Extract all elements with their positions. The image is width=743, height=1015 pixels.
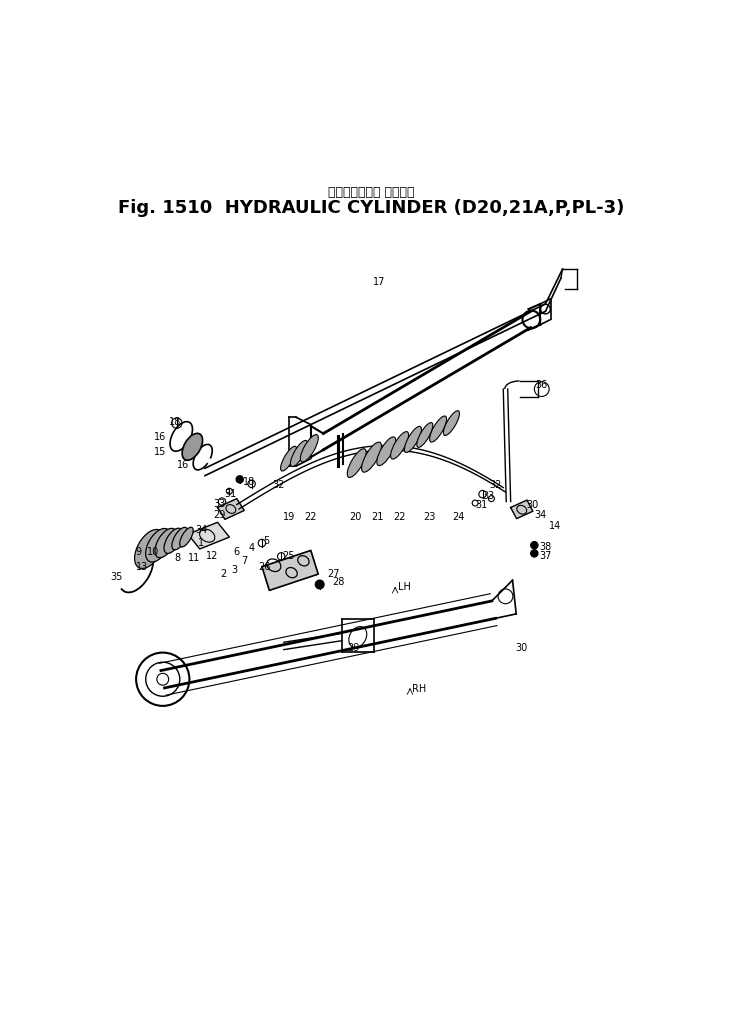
Text: 1: 1 xyxy=(198,538,204,548)
Text: 3: 3 xyxy=(232,565,238,576)
Polygon shape xyxy=(510,500,533,519)
Text: 28: 28 xyxy=(332,577,344,587)
Ellipse shape xyxy=(300,434,318,462)
Text: 5: 5 xyxy=(263,536,270,546)
Text: 7: 7 xyxy=(241,556,247,565)
Text: 30: 30 xyxy=(527,500,539,511)
Text: 27: 27 xyxy=(327,569,340,580)
Text: 13: 13 xyxy=(136,561,148,571)
Polygon shape xyxy=(218,498,244,520)
Text: 18: 18 xyxy=(169,417,181,427)
Text: 38: 38 xyxy=(539,542,551,552)
Circle shape xyxy=(236,476,244,483)
Ellipse shape xyxy=(146,529,171,562)
Ellipse shape xyxy=(291,441,308,467)
Text: 10: 10 xyxy=(147,547,159,557)
Text: 12: 12 xyxy=(206,550,218,560)
Text: 37: 37 xyxy=(539,550,551,560)
Text: 22: 22 xyxy=(305,513,317,522)
Ellipse shape xyxy=(429,416,447,443)
Text: 2: 2 xyxy=(221,569,227,580)
Text: 30: 30 xyxy=(516,644,528,653)
Text: 32: 32 xyxy=(490,480,502,490)
Text: LH: LH xyxy=(398,583,411,593)
Text: 31: 31 xyxy=(475,500,487,511)
Ellipse shape xyxy=(155,529,177,557)
Text: 33: 33 xyxy=(214,498,226,509)
Text: 23: 23 xyxy=(423,513,435,522)
Text: 22: 22 xyxy=(393,513,406,522)
Text: 34: 34 xyxy=(195,525,207,535)
Polygon shape xyxy=(262,550,318,591)
Text: 17: 17 xyxy=(373,277,385,286)
Text: 32: 32 xyxy=(273,480,285,490)
Text: 34: 34 xyxy=(534,510,546,520)
Text: ハイドロリック シリンダ: ハイドロリック シリンダ xyxy=(328,187,415,199)
Text: 14: 14 xyxy=(549,521,561,531)
Text: 24: 24 xyxy=(452,513,465,522)
Text: 35: 35 xyxy=(110,572,123,582)
Text: 26: 26 xyxy=(258,561,270,571)
Ellipse shape xyxy=(172,528,188,550)
Text: 16: 16 xyxy=(177,460,189,470)
Text: 15: 15 xyxy=(155,447,166,457)
Text: 29: 29 xyxy=(347,644,359,653)
Polygon shape xyxy=(188,523,230,549)
Text: 31: 31 xyxy=(224,489,237,499)
Ellipse shape xyxy=(182,433,203,460)
Ellipse shape xyxy=(404,426,421,453)
Ellipse shape xyxy=(281,447,296,471)
Circle shape xyxy=(531,542,538,549)
Text: 36: 36 xyxy=(536,381,548,391)
Ellipse shape xyxy=(362,443,381,472)
Text: 19: 19 xyxy=(282,513,295,522)
Text: RH: RH xyxy=(412,684,426,694)
Text: 6: 6 xyxy=(234,547,240,557)
Ellipse shape xyxy=(391,431,409,459)
Text: 16: 16 xyxy=(155,432,166,443)
Circle shape xyxy=(531,550,538,557)
Text: Fig. 1510  HYDRAULIC CYLINDER (D20,21A,P,PL-3): Fig. 1510 HYDRAULIC CYLINDER (D20,21A,P,… xyxy=(118,199,625,217)
Ellipse shape xyxy=(134,530,164,568)
Text: 25: 25 xyxy=(282,550,295,560)
Text: 20: 20 xyxy=(349,513,361,522)
Text: 8: 8 xyxy=(175,553,181,563)
Ellipse shape xyxy=(164,528,182,553)
Text: 11: 11 xyxy=(188,553,200,563)
Text: 9: 9 xyxy=(135,547,141,557)
Ellipse shape xyxy=(180,527,193,547)
Ellipse shape xyxy=(347,449,366,477)
Ellipse shape xyxy=(377,436,396,466)
Text: 21: 21 xyxy=(372,513,383,522)
Text: 18: 18 xyxy=(243,477,256,486)
Circle shape xyxy=(315,580,324,589)
Ellipse shape xyxy=(444,411,459,435)
Text: 29: 29 xyxy=(213,510,226,520)
Ellipse shape xyxy=(417,422,433,448)
Text: 4: 4 xyxy=(248,543,255,553)
Text: 33: 33 xyxy=(482,491,495,501)
